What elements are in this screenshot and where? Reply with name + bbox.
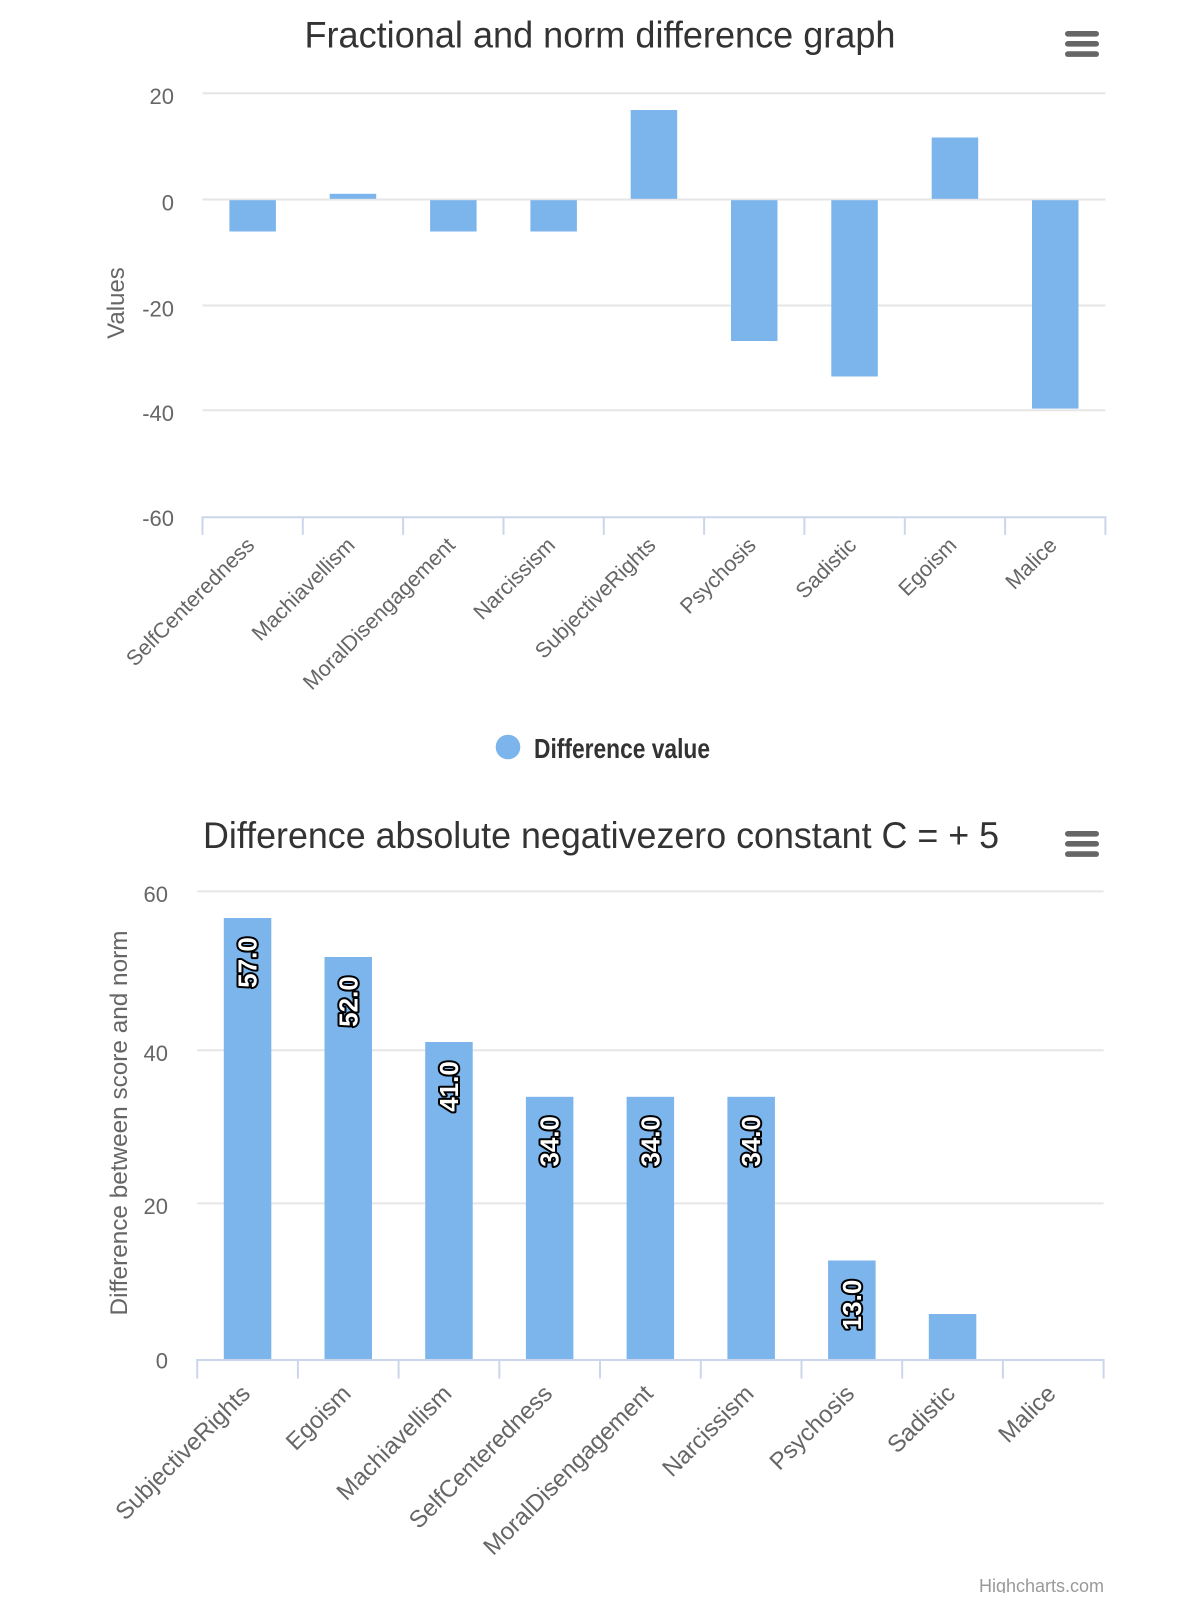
svg-text:60: 60 xyxy=(144,882,168,907)
svg-text:0: 0 xyxy=(156,1349,168,1374)
svg-text:Highcharts.com: Highcharts.com xyxy=(979,1576,1104,1593)
svg-text:-20: -20 xyxy=(142,296,174,321)
svg-text:Values: Values xyxy=(103,267,130,339)
svg-text:Difference value: Difference value xyxy=(534,733,710,764)
svg-text:41.0: 41.0 xyxy=(434,1061,464,1112)
svg-text:-40: -40 xyxy=(142,401,174,426)
svg-text:40: 40 xyxy=(144,1041,168,1066)
svg-text:57.0: 57.0 xyxy=(233,937,263,988)
svg-text:-60: -60 xyxy=(142,506,174,531)
svg-text:13.0: 13.0 xyxy=(837,1280,867,1331)
svg-text:20: 20 xyxy=(150,84,174,109)
svg-text:Difference absolute negativeze: Difference absolute negativezero constan… xyxy=(203,815,999,856)
svg-text:34.0: 34.0 xyxy=(736,1116,766,1167)
svg-text:0: 0 xyxy=(162,190,174,215)
svg-text:52.0: 52.0 xyxy=(333,976,363,1027)
svg-text:34.0: 34.0 xyxy=(635,1116,665,1167)
svg-text:34.0: 34.0 xyxy=(535,1116,565,1167)
svg-text:Fractional and norm difference: Fractional and norm difference graph xyxy=(305,15,896,56)
svg-text:Difference between score and n: Difference between score and norm xyxy=(106,931,133,1316)
svg-text:20: 20 xyxy=(144,1194,168,1219)
